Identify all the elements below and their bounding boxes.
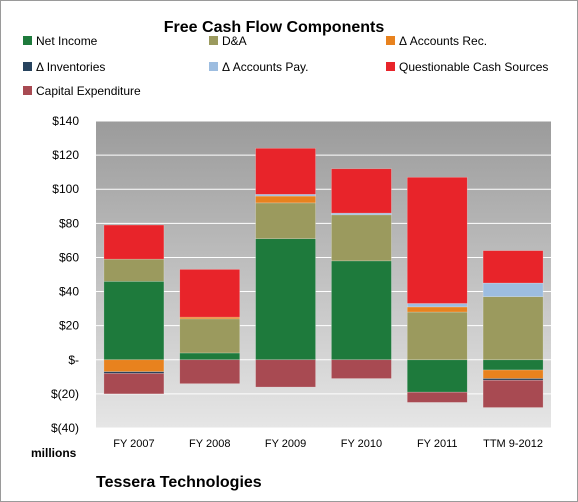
bars xyxy=(103,147,544,408)
y-tick-label: $120 xyxy=(52,148,79,162)
legend-label: D&A xyxy=(222,34,247,48)
y-tick-label: $(20) xyxy=(51,387,79,401)
bar-questionable-cash-sources xyxy=(482,250,544,284)
x-tick-label: FY 2010 xyxy=(341,438,382,450)
legend-swatch xyxy=(23,86,32,95)
chart-title: Free Cash Flow Components xyxy=(164,19,385,36)
x-tick-label: FY 2009 xyxy=(265,438,306,450)
bar-capital-expenditure xyxy=(406,391,468,403)
y-tick-label: $20 xyxy=(59,319,79,333)
legend-label: Δ Inventories xyxy=(36,60,105,74)
bar-d-a xyxy=(331,214,392,262)
legend-swatch xyxy=(386,62,395,71)
y-tick-label: $80 xyxy=(59,216,79,230)
y-tick-label: $40 xyxy=(59,285,79,299)
bar-questionable-cash-sources xyxy=(331,168,392,214)
y-tick-label: $100 xyxy=(52,182,79,196)
bar-net-income xyxy=(331,260,392,361)
y-tick-label: $140 xyxy=(52,114,79,128)
bar-capital-expenditure xyxy=(255,359,316,388)
legend-label: Δ Accounts Pay. xyxy=(222,60,309,74)
x-tick-label: FY 2007 xyxy=(113,438,154,450)
bar-questionable-cash-sources xyxy=(406,176,468,304)
bar-questionable-cash-sources xyxy=(179,269,241,318)
bar-net-income xyxy=(255,238,316,361)
y-tick-label: $- xyxy=(68,353,79,367)
x-tick-label: TTM 9-2012 xyxy=(483,438,543,450)
units-label: millions xyxy=(31,446,77,460)
bar-net-income xyxy=(482,359,544,371)
y-tick-label: $(40) xyxy=(51,421,79,435)
bar-accounts-pay xyxy=(482,282,544,297)
bar-accounts-rec xyxy=(255,195,316,204)
x-axis: FY 2007 FY 2008 FY 2009 FY 2010 FY 2011 TTM 9… xyxy=(113,438,543,450)
bar-d-a xyxy=(255,202,316,239)
legend-swatch xyxy=(23,36,32,45)
bar-accounts-pay xyxy=(406,303,468,308)
gridlines xyxy=(96,120,551,429)
bar-capital-expenditure xyxy=(482,379,544,408)
company-name: Tessera Technologies xyxy=(96,474,262,491)
bar-capital-expenditure xyxy=(103,373,165,395)
legend-swatch xyxy=(209,62,218,71)
legend-swatch xyxy=(386,36,395,45)
bar-net-income xyxy=(103,281,165,361)
bar-d-a xyxy=(406,311,468,361)
plot-area xyxy=(96,121,551,428)
bar-questionable-cash-sources xyxy=(103,224,165,260)
y-axis: $(40) $(20) $- $20 $40 $60 $80 $100 $120 $140 xyxy=(51,114,79,435)
legend-label: Questionable Cash Sources xyxy=(399,60,548,74)
legend-swatch xyxy=(209,36,218,45)
bar-capital-expenditure xyxy=(331,359,392,379)
bar-net-income xyxy=(406,359,468,393)
bar-d-a xyxy=(482,296,544,361)
bar-accounts-rec xyxy=(103,359,165,373)
bar-d-a xyxy=(103,258,165,282)
y-tick-label: $60 xyxy=(59,250,79,264)
bar-net-income xyxy=(179,352,241,361)
bar-accounts-rec xyxy=(482,369,544,379)
legend-label: Capital Expenditure xyxy=(36,84,141,98)
legend-label: Net Income xyxy=(36,34,98,48)
bar-capital-expenditure xyxy=(179,359,241,384)
legend-label: Δ Accounts Rec. xyxy=(399,34,487,48)
bar-questionable-cash-sources xyxy=(255,147,316,195)
x-tick-label: FY 2008 xyxy=(189,438,230,450)
legend: Net Income D&A Δ Accounts Rec. Δ Inventorie… xyxy=(23,34,548,98)
legend-swatch xyxy=(23,62,32,71)
bar-d-a xyxy=(179,318,241,354)
x-tick-label: FY 2011 xyxy=(417,438,458,450)
bar-accounts-rec xyxy=(406,306,468,313)
